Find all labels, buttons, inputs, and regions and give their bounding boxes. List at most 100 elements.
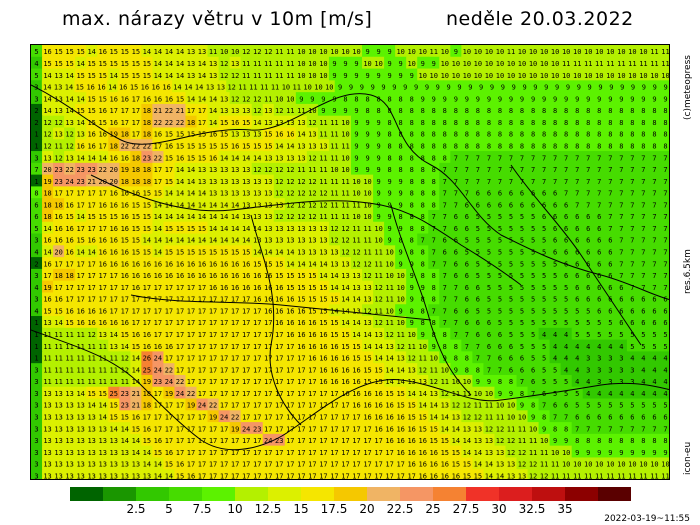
grid-value: 17 xyxy=(220,378,228,386)
grid-cell xyxy=(659,56,669,70)
grid-value: 21 xyxy=(132,390,140,398)
grid-value: 17 xyxy=(198,437,206,445)
grid-cell xyxy=(604,245,617,258)
grid-value: 8 xyxy=(630,142,634,150)
grid-value: 8 xyxy=(586,119,590,127)
grid-cell xyxy=(410,80,423,93)
grid-cell xyxy=(339,445,352,459)
grid-cell xyxy=(42,209,54,223)
grid-cell xyxy=(516,92,529,105)
grid-cell xyxy=(42,56,54,70)
grid-cell xyxy=(604,162,617,176)
grid-value: 14 xyxy=(154,72,162,80)
grid-cell xyxy=(439,374,451,388)
grid-cell xyxy=(395,386,407,400)
grid-cell xyxy=(648,422,661,435)
grid-cell xyxy=(395,115,407,129)
grid-value: 17 xyxy=(187,319,195,327)
grid-cell xyxy=(417,386,429,400)
grid-cell xyxy=(483,363,496,376)
grid-cell xyxy=(571,92,584,105)
grid-cell xyxy=(240,316,253,329)
grid-cell xyxy=(351,316,363,329)
grid-value: 9 xyxy=(457,84,461,92)
grid-cell xyxy=(637,445,650,459)
grid-value: 6 xyxy=(487,331,491,339)
grid-value: 14 xyxy=(374,343,382,351)
grid-cell xyxy=(373,245,385,258)
grid-cell xyxy=(373,268,385,282)
grid-value: 13 xyxy=(242,201,250,209)
grid-value: 17 xyxy=(407,472,415,480)
grid-cell xyxy=(450,386,462,400)
grid-value: 10 xyxy=(562,48,570,56)
legend-swatch xyxy=(499,487,532,501)
grid-value: 5 xyxy=(564,296,568,304)
grid-cell xyxy=(604,445,617,459)
grid-value: 9 xyxy=(388,190,392,198)
grid-value: 13 xyxy=(308,225,316,233)
grid-value: 10 xyxy=(540,60,548,68)
grid-value: 7 xyxy=(465,154,469,162)
grid-cell xyxy=(196,445,209,459)
grid-value: 15 xyxy=(198,225,206,233)
grid-value: 14 xyxy=(154,249,162,257)
grid-cell xyxy=(284,162,297,176)
grid-cell xyxy=(317,221,330,235)
grid-cell xyxy=(648,292,661,305)
grid-cell xyxy=(152,115,165,129)
grid-value: 8 xyxy=(476,131,480,139)
grid-cell xyxy=(538,316,551,329)
grid-cell xyxy=(108,257,120,270)
grid-value: 16 xyxy=(121,213,129,221)
grid-value: 16 xyxy=(220,260,228,268)
grid-value: 17 xyxy=(165,284,173,292)
grid-value: 16 xyxy=(275,284,283,292)
grid-cell xyxy=(182,80,195,93)
grid-value: 17 xyxy=(231,355,239,363)
grid-value: 5 xyxy=(531,343,535,351)
grid-cell xyxy=(152,186,165,199)
grid-value: 17 xyxy=(154,390,162,398)
grid-cell xyxy=(516,45,529,58)
grid-cell xyxy=(328,56,341,70)
grid-cell xyxy=(637,339,650,352)
grid-cell xyxy=(428,457,440,470)
grid-cell xyxy=(362,386,374,400)
grid-value: 13 xyxy=(76,437,84,445)
grid-cell xyxy=(395,339,407,352)
grid-value: 16 xyxy=(264,307,272,315)
grid-cell xyxy=(659,245,669,258)
grid-cell xyxy=(615,469,628,479)
grid-cell xyxy=(560,221,573,235)
grid-value: 16 xyxy=(187,472,195,480)
grid-value: 11 xyxy=(54,355,62,363)
grid-value: 6 xyxy=(476,331,480,339)
grid-cell xyxy=(207,268,220,282)
grid-value: 5 xyxy=(575,307,579,315)
grid-value: 7 xyxy=(608,201,612,209)
grid-cell xyxy=(317,374,330,388)
grid-cell xyxy=(637,162,650,176)
grid-cell xyxy=(406,162,418,176)
grid-value: 17 xyxy=(121,107,129,115)
grid-value: 17 xyxy=(143,319,151,327)
grid-cell xyxy=(461,139,473,152)
grid-cell xyxy=(295,221,308,235)
grid-value: 9 xyxy=(354,166,358,174)
grid-cell xyxy=(317,92,330,105)
grid-value: 12 xyxy=(308,119,316,127)
grid-value: 8 xyxy=(410,166,414,174)
grid-cell xyxy=(108,115,120,129)
grid-cell xyxy=(648,363,661,376)
grid-value: 16 xyxy=(286,319,294,327)
grid-cell xyxy=(86,127,98,140)
grid-cell xyxy=(395,422,407,435)
grid-cell xyxy=(637,351,650,364)
grid-value: 17 xyxy=(231,390,239,398)
wind-gust-map[interactable]: 5 16 15 15 15 14 16 15 15 15 14 14 14 14 13 13 11 10 10 12 1… xyxy=(30,44,670,480)
grid-cell xyxy=(538,162,551,176)
grid-value: 7 xyxy=(454,154,458,162)
grid-cell xyxy=(163,198,176,211)
grid-cell xyxy=(604,304,617,317)
